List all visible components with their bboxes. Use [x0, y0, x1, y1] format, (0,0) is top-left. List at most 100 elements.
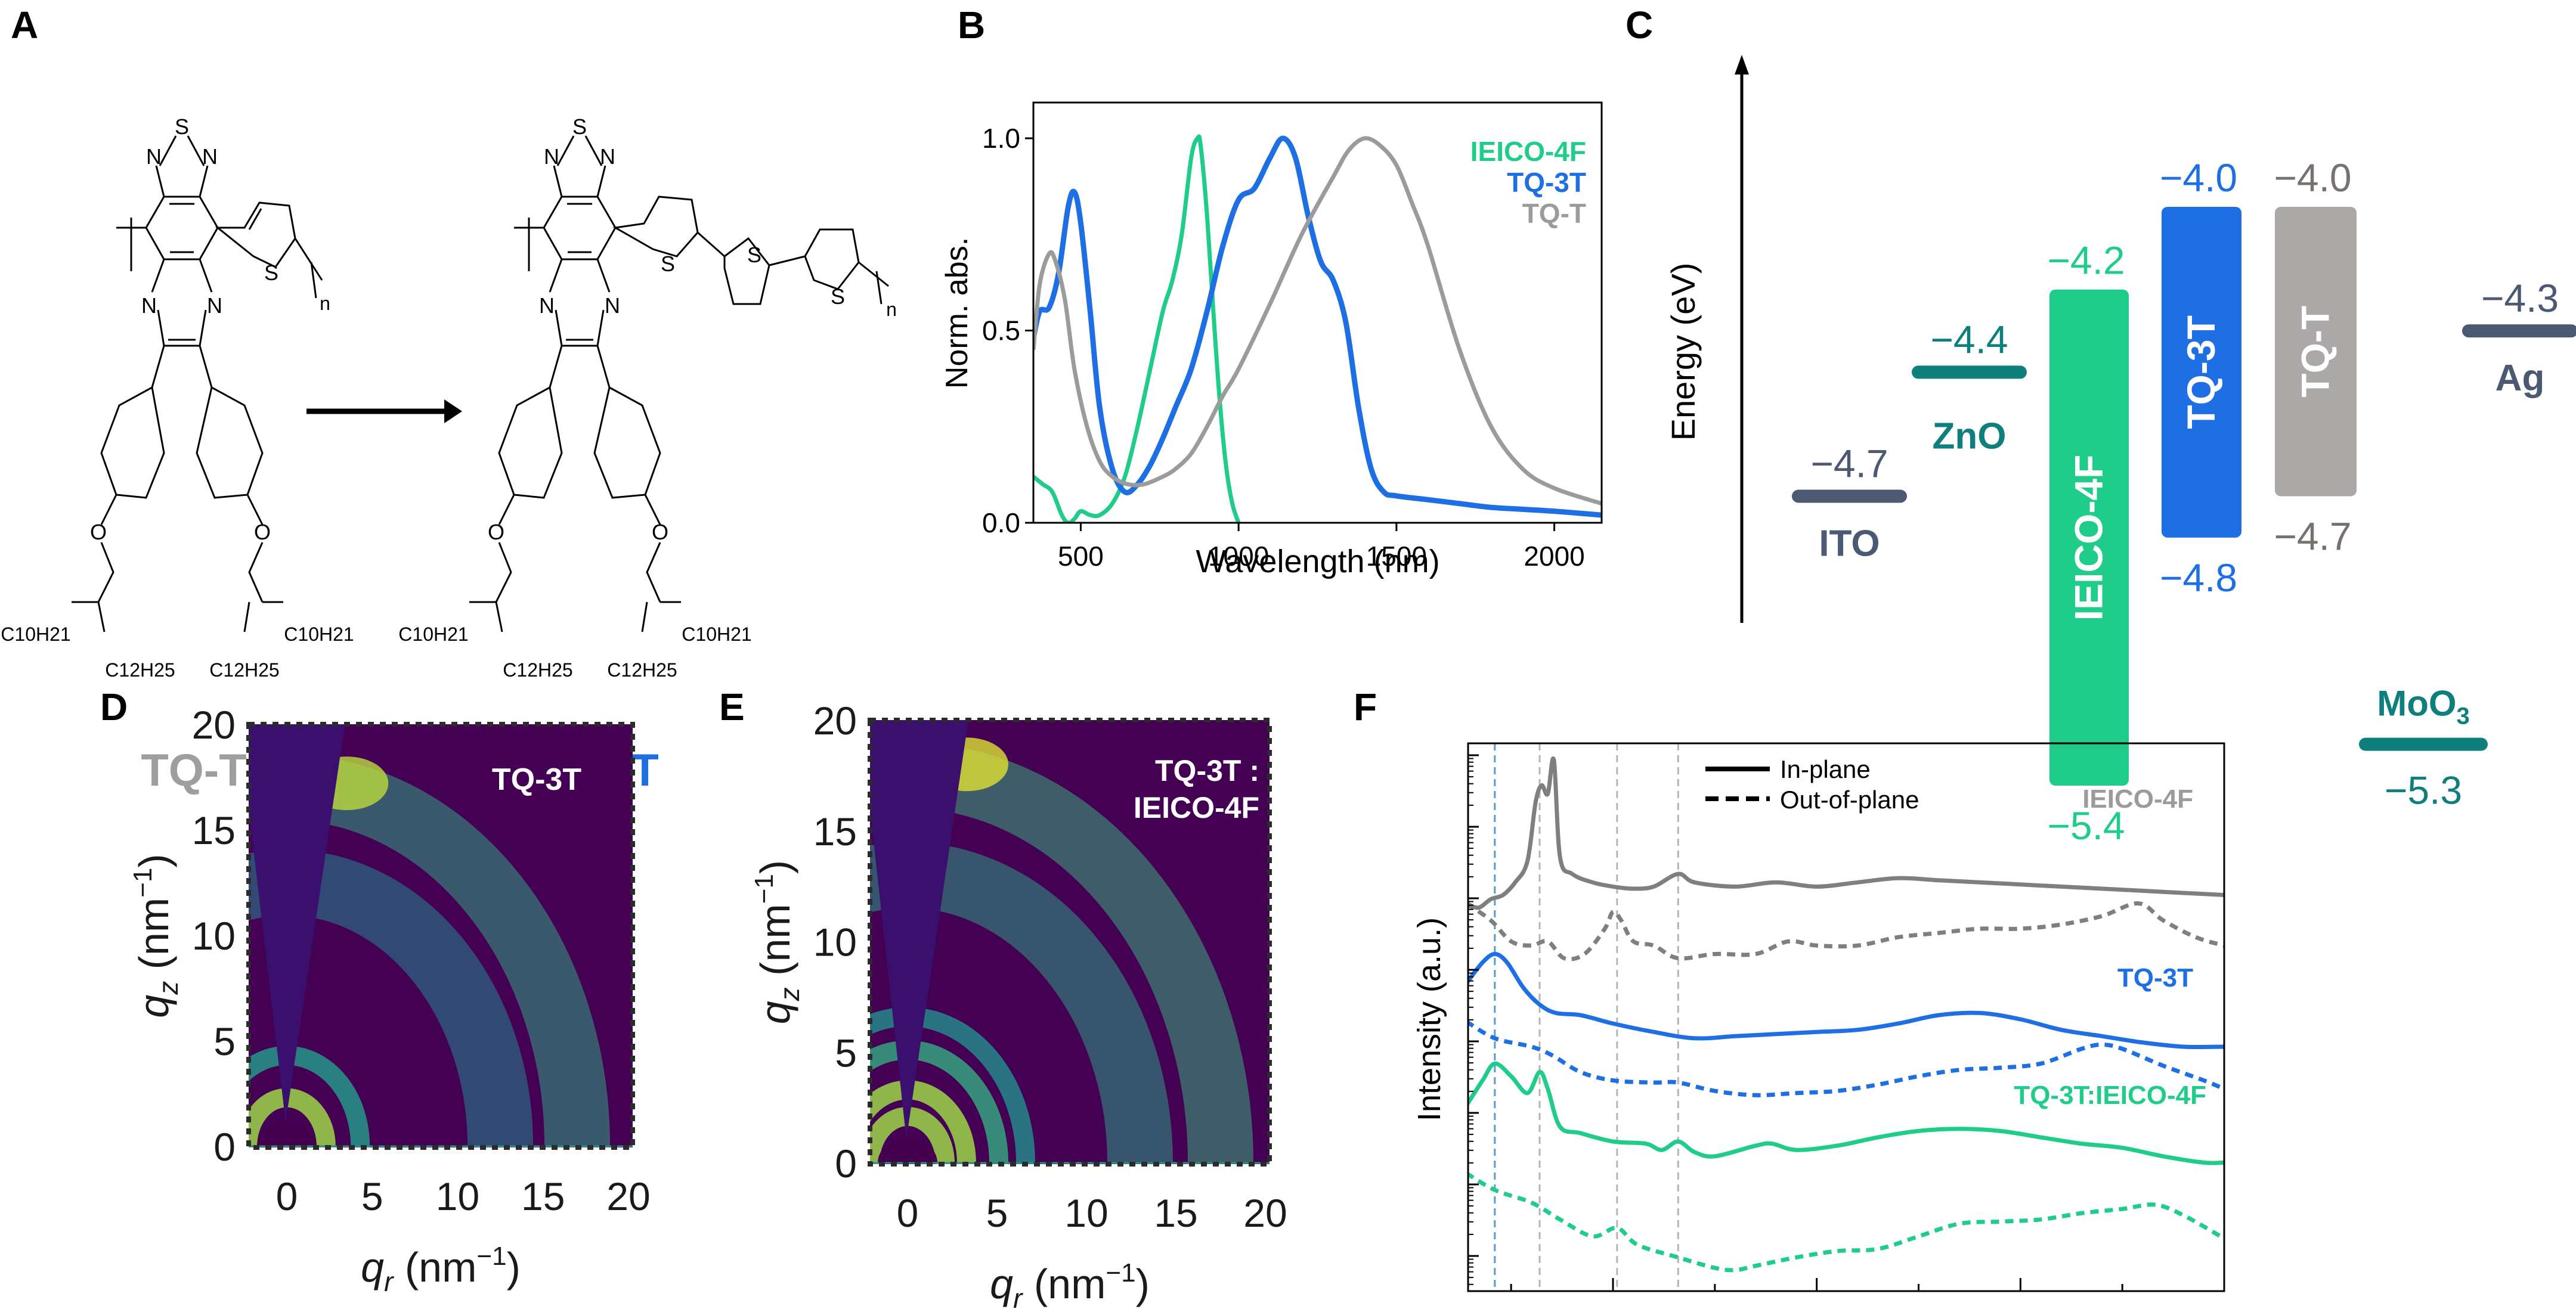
series-line: [1468, 952, 2224, 1050]
energy-value: −5.3: [2385, 768, 2462, 812]
plot-f-legend: In-plane Out-of-plane: [1705, 755, 1919, 814]
structure-tq-3t: [469, 135, 889, 632]
panel-label-b: B: [958, 4, 985, 46]
y-axis-label: qz (nm−1): [128, 854, 184, 1018]
y-tick-label: 0: [213, 1125, 236, 1169]
missing-wedge: [870, 720, 968, 1139]
series-line-tq-3t: [1033, 135, 1602, 518]
energy-value: −4.4: [1930, 317, 2008, 361]
atom-s: S: [661, 252, 675, 276]
box-label: TQ-3T: [2179, 315, 2223, 429]
atom-n: N: [600, 144, 615, 169]
energy-box-ieico-4f: [2049, 289, 2129, 786]
alkyl-c12h25: C12H25: [607, 659, 677, 681]
y-tick-label: 20: [192, 703, 236, 747]
y-tick-label: 15: [813, 809, 857, 854]
plot-f-axes: 5 10 15 20: [1468, 754, 2240, 1309]
atom-s: S: [264, 260, 278, 285]
beamstop: [257, 1121, 317, 1146]
sample-label: TQ-3T: [492, 762, 581, 797]
energy-value: −4.3: [2481, 276, 2559, 320]
atom-o: O: [652, 520, 668, 544]
series-line: [1468, 1171, 2224, 1273]
plot-f-series: [1468, 756, 2224, 1273]
series-line: [1468, 756, 2224, 910]
repeat-n: n: [320, 293, 330, 314]
atom-n: N: [146, 144, 162, 169]
energy-box-tq-t: [2275, 207, 2357, 497]
atom-n: N: [544, 144, 559, 169]
material-name: Ag: [2496, 358, 2545, 399]
x-tick-label: 20: [2209, 1305, 2239, 1309]
y-tick-label: 5: [213, 1019, 236, 1063]
lumo-value: −4.2: [2047, 238, 2125, 283]
plot-d-axes: 0 5 10 15 20 0 5 10 15 20 qr (nm−1) qz (nm−1): [128, 703, 651, 1297]
x-tick-label: 0: [276, 1174, 298, 1218]
lumo-value: −4.0: [2160, 156, 2237, 200]
homo-value: −4.8: [2160, 556, 2237, 600]
legend-label: In-plane: [1780, 755, 1871, 783]
panel-c: C Energy (eV) −4.7ITO−4.4ZnO−4.2−5.4IEIC…: [1626, 4, 2576, 848]
plot-e-axes: 0 5 10 15 20 0 5 10 15 20 qr (nm−1) qz (nm−1): [750, 699, 1287, 1309]
x-tick-label: 20: [1243, 1191, 1287, 1235]
reference-lines: [1494, 743, 1679, 1291]
material-name-subscript: 3: [2457, 703, 2470, 730]
y-axis-label: qz (nm−1): [750, 860, 805, 1024]
panel-d: D 0 5 10 15 20 0 5 10 15 20 qr (nm−1) qz (nm−1) TQ-…: [100, 685, 651, 1297]
alkyl-c10h21: C10H21: [398, 624, 468, 645]
panel-label-e: E: [719, 685, 745, 728]
x-tick-label: 500: [1058, 541, 1104, 572]
x-axis-label: qr (nm−1): [361, 1242, 521, 1297]
energy-levels: −4.7ITO−4.4ZnO−4.2−5.4IEICO-4F−4.0−4.8TQ…: [1792, 156, 2576, 848]
series-line: [1468, 1061, 2224, 1165]
alkyl-c12h25: C12H25: [105, 659, 175, 681]
alkyl-c12h25: C12H25: [503, 659, 572, 681]
material-name: ITO: [1819, 523, 1880, 564]
panel-f: F 5 10 15 20 In-plane Out-of-plane IEICO-4F…: [1354, 685, 2240, 1309]
series-line-tq-t: [1033, 136, 1602, 506]
alkyl-c12h25: C12H25: [209, 659, 279, 681]
panel-label-f: F: [1354, 685, 1377, 728]
x-tick-label: 1500: [1366, 541, 1427, 572]
legend-entry: TQ-3T: [1507, 167, 1586, 198]
panel-e: E 0 5 10 15 20 0 5 10 15 20 qr (nm−1) qz (nm−1) TQ-…: [719, 685, 1287, 1309]
atom-n: N: [605, 293, 620, 318]
right-arrow-icon: [306, 399, 462, 423]
map-frame: [246, 722, 635, 1150]
lumo-value: −4.0: [2274, 156, 2351, 200]
alkyl-c10h21: C10H21: [284, 624, 354, 645]
x-tick-label: 5: [986, 1191, 1008, 1235]
panel-a: A S: [1, 4, 897, 796]
y-axis-label: Norm. abs.: [940, 237, 974, 389]
series-line: [1468, 1020, 2224, 1097]
x-tick-label: 10: [1801, 1305, 1832, 1309]
y-tick-label: 0.0: [982, 507, 1020, 538]
y-axis-label: Intensity (a.u.): [1411, 917, 1447, 1121]
atom-n: N: [539, 293, 555, 318]
x-tick-label: 15: [2005, 1305, 2036, 1309]
x-tick-label: 20: [606, 1174, 650, 1218]
x-axis-label: Wavelength (nm): [1196, 544, 1439, 579]
material-name-main: MoO: [2377, 684, 2456, 724]
alkyl-c10h21: C10H21: [1, 624, 70, 645]
x-tick-label: 10: [1064, 1191, 1108, 1235]
homo-value: −5.4: [2047, 804, 2125, 848]
structure-tq-t: [72, 135, 323, 632]
sample-label-line2: IEICO-4F: [1134, 791, 1259, 824]
panel-b: B 500 1000 1500 2000 0.0 0.5 1.0 IEICO-4FTQ-3T…: [940, 4, 1603, 579]
series-line-ieico-4f: [1033, 134, 1241, 523]
legend-label: Out-of-plane: [1780, 786, 1919, 814]
energy-box-tq-3t: [2162, 207, 2241, 538]
y-tick-label: 1.0: [982, 123, 1020, 154]
y-tick-label: 10: [192, 914, 236, 958]
box-label: TQ-T: [2293, 306, 2337, 398]
polymer-name-tq-t: TQ-T: [141, 745, 246, 796]
atom-o: O: [254, 520, 271, 544]
legend-entry: TQ-T: [1522, 198, 1586, 229]
atom-n: N: [207, 293, 222, 318]
atom-s: S: [831, 284, 845, 309]
structure-tq-3t-atoms: S N N N N S S S n O O C10H21 C12H25 C12H…: [398, 114, 897, 681]
series-line: [1468, 901, 2224, 961]
x-tick-label: 1000: [1208, 541, 1269, 572]
